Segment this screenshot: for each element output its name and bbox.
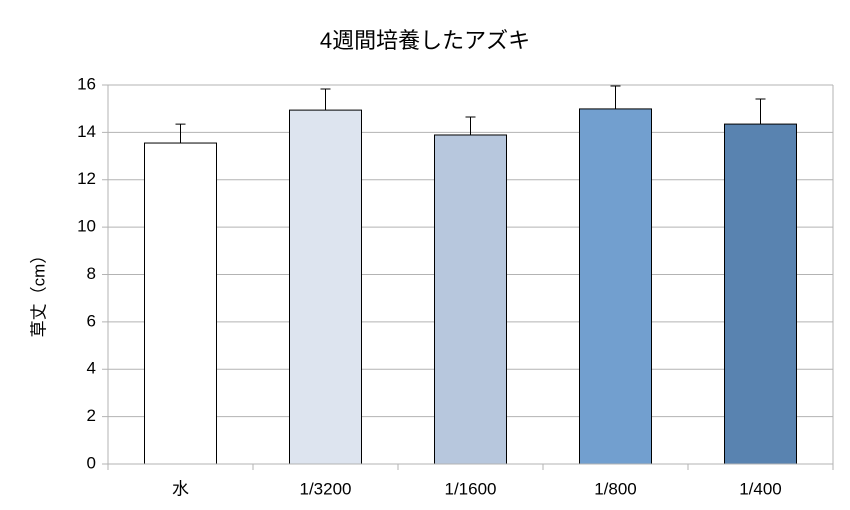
y-tick-label: 12 <box>77 169 96 188</box>
y-axis-label: 草丈（cm） <box>29 247 48 338</box>
x-tick-label: 水 <box>172 479 189 498</box>
y-tick-label: 10 <box>77 217 96 236</box>
x-tick-label: 1/400 <box>739 479 782 498</box>
error-bar <box>755 98 766 125</box>
y-tick-label: 14 <box>77 122 96 141</box>
y-tick-label: 2 <box>87 406 96 425</box>
y-tick-label: 0 <box>87 453 96 472</box>
bar <box>724 123 797 465</box>
y-tick-label: 6 <box>87 311 96 330</box>
y-tick-label: 16 <box>77 74 96 93</box>
bar <box>289 109 362 465</box>
x-tick-label: 1/1600 <box>445 479 497 498</box>
error-bar <box>320 88 331 111</box>
bar <box>579 108 652 465</box>
bar <box>434 134 507 465</box>
y-tick-label: 4 <box>87 359 96 378</box>
error-bar <box>175 123 186 144</box>
x-tick-label: 1/800 <box>594 479 637 498</box>
bar <box>144 142 217 465</box>
error-bar <box>465 116 476 135</box>
chart-title: 4週間培養したアズキ <box>320 28 530 53</box>
y-tick-label: 8 <box>87 264 96 283</box>
error-bar <box>610 85 621 109</box>
x-tick-label: 1/3200 <box>300 479 352 498</box>
